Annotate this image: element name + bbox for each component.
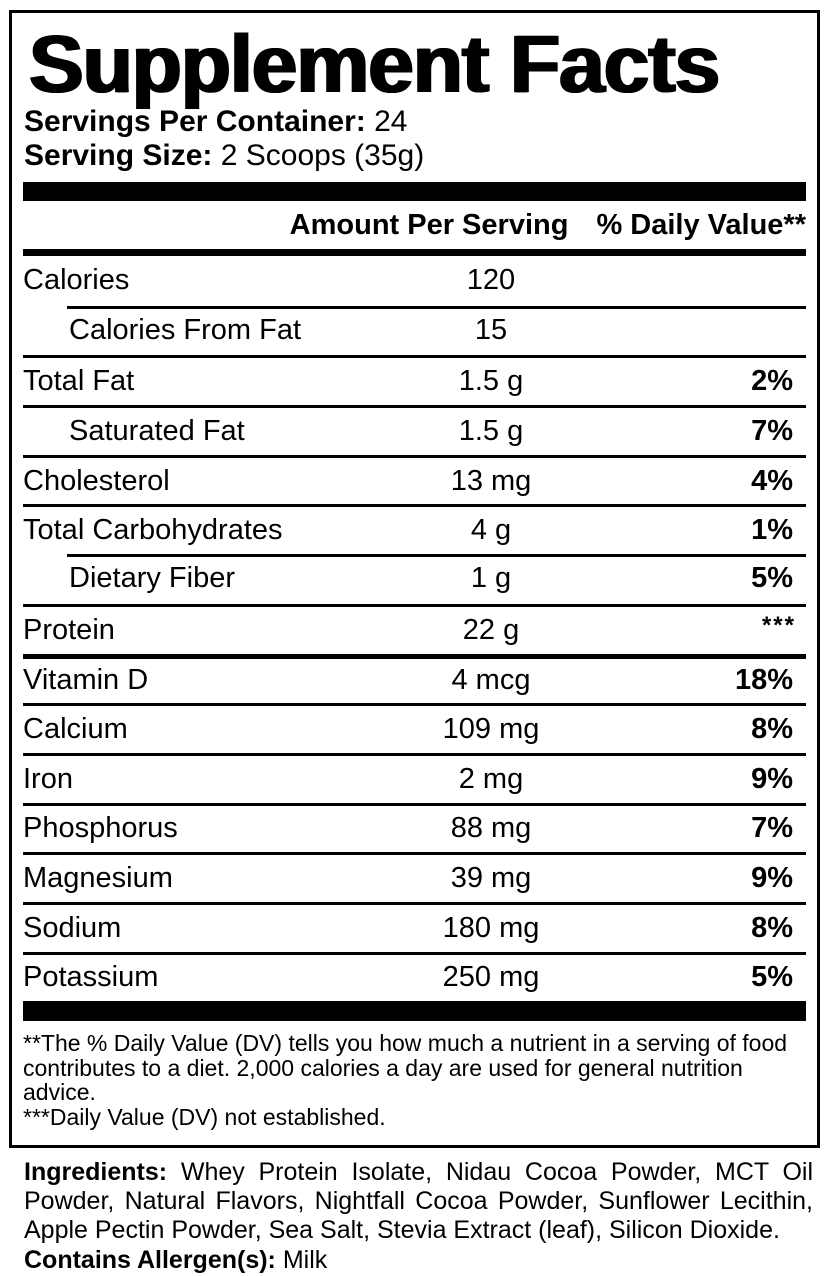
nutrient-row-potassium: Potassium 250 mg 5% <box>23 951 806 1002</box>
nutrient-row-total-fat: Total Fat 1.5 g 2% <box>23 355 806 405</box>
nutrient-daily-value: 7% <box>751 414 793 447</box>
nutrient-amount: 250 mg <box>442 961 540 994</box>
nutrient-name: Calories From Fat <box>69 314 302 347</box>
servings-per-container-label: Servings Per Container: <box>24 105 366 138</box>
ingredients-label: Ingredients: <box>24 1158 168 1186</box>
nutrient-row-calories-from-fat: Calories From Fat 15 <box>23 305 806 356</box>
nutrient-daily-value: *** <box>761 611 796 639</box>
servings-per-container: Servings Per Container: 24 <box>24 105 806 139</box>
nutrient-daily-value: 4% <box>751 464 793 497</box>
ingredients-section: Ingredients: Whey Protein Isolate, Nidau… <box>24 1158 813 1275</box>
col-header-amount: Amount Per Serving <box>289 209 569 241</box>
nutrient-amount: 13 mg <box>450 464 532 497</box>
nutrient-daily-value: 9% <box>751 762 793 795</box>
nutrient-daily-value: 1% <box>751 514 793 547</box>
nutrient-daily-value: 8% <box>751 713 793 746</box>
serving-size-label: Serving Size: <box>24 139 213 172</box>
nutrient-row-magnesium: Magnesium 39 mg 9% <box>23 852 806 902</box>
nutrient-name: Sodium <box>23 911 122 944</box>
allergens-label: Contains Allergen(s): <box>24 1246 276 1274</box>
nutrient-name: Protein <box>23 613 115 646</box>
nutrient-daily-value: 5% <box>751 961 793 994</box>
nutrient-name: Vitamin D <box>23 664 149 697</box>
nutrient-amount: 109 mg <box>442 713 540 746</box>
nutrient-amount: 1 g <box>470 562 512 595</box>
servings-per-container-value: 24 <box>374 105 408 138</box>
nutrient-amount: 88 mg <box>450 812 532 845</box>
nutrient-daily-value: 2% <box>751 365 793 398</box>
nutrient-name: Saturated Fat <box>69 414 245 447</box>
nutrient-amount: 120 <box>466 264 516 297</box>
nutrient-amount: 4 mcg <box>451 664 531 697</box>
nutrient-row-protein: Protein 22 g *** <box>23 603 806 654</box>
nutrient-name: Phosphorus <box>23 812 178 845</box>
nutrient-amount: 1.5 g <box>458 365 524 398</box>
nutrient-amount: 4 g <box>470 514 512 547</box>
nutrient-amount: 1.5 g <box>458 414 524 447</box>
nutrient-row-calcium: Calcium 109 mg 8% <box>23 703 806 753</box>
nutrient-name: Dietary Fiber <box>69 562 235 595</box>
nutrient-row-cholesterol: Cholesterol 13 mg 4% <box>23 454 806 505</box>
allergens-line: Contains Allergen(s): Milk <box>24 1246 813 1275</box>
nutrient-row-sodium: Sodium 180 mg 8% <box>23 901 806 952</box>
nutrient-name: Cholesterol <box>23 464 170 497</box>
nutrient-row-calories: Calories 120 <box>23 256 806 306</box>
nutrient-row-phosphorus: Phosphorus 88 mg 7% <box>23 802 806 853</box>
nutrient-name: Magnesium <box>23 862 173 895</box>
ingredients-paragraph: Ingredients: Whey Protein Isolate, Nidau… <box>24 1158 813 1245</box>
nutrient-name: Calories <box>23 264 130 297</box>
serving-size: Serving Size: 2 Scoops (35g) <box>24 139 806 173</box>
nutrient-row-iron: Iron 2 mg 9% <box>23 752 806 803</box>
nutrient-amount: 15 <box>474 314 508 347</box>
nutrient-amount: 180 mg <box>442 911 540 944</box>
supplement-facts-panel: Supplement Facts Servings Per Container:… <box>9 10 820 1148</box>
nutrient-daily-value: 18% <box>734 664 793 697</box>
nutrient-name: Calcium <box>23 713 128 746</box>
nutrient-row-vitamin-d: Vitamin D 4 mcg 18% <box>23 653 806 704</box>
nutrient-amount: 2 mg <box>458 762 524 795</box>
table-header: Amount Per Serving % Daily Value** <box>23 201 806 249</box>
nutrient-table: Calories 120 Calories From Fat 15 Total … <box>23 256 806 1001</box>
nutrient-daily-value: 7% <box>751 812 793 845</box>
footnotes: **The % Daily Value (DV) tells you how m… <box>23 1031 806 1129</box>
nutrient-row-dietary-fiber: Dietary Fiber 1 g 5% <box>23 554 806 604</box>
nutrient-daily-value: 8% <box>751 911 793 944</box>
divider-bar-bottom <box>23 1001 806 1022</box>
divider-bar-top <box>23 182 806 201</box>
allergens-value: Milk <box>282 1246 328 1274</box>
nutrient-row-saturated-fat: Saturated Fat 1.5 g 7% <box>23 405 806 455</box>
nutrient-row-total-carbohydrates: Total Carbohydrates 4 g 1% <box>23 504 806 554</box>
panel-title: Supplement Facts <box>29 19 720 110</box>
nutrient-name: Iron <box>23 762 73 795</box>
footnote-daily-value: **The % Daily Value (DV) tells you how m… <box>23 1030 788 1106</box>
col-header-daily-value: % Daily Value** <box>596 209 806 241</box>
nutrient-daily-value: 5% <box>751 562 793 595</box>
nutrient-name: Total Carbohydrates <box>23 514 283 547</box>
divider-bar-header <box>23 249 806 256</box>
nutrient-name: Potassium <box>23 961 159 994</box>
ingredients-text: Whey Protein Isolate, Nidau Cocoa Powder… <box>24 1158 813 1244</box>
nutrient-amount: 22 g <box>462 613 520 646</box>
footnote-not-established: ***Daily Value (DV) not established. <box>23 1103 386 1130</box>
nutrient-name: Total Fat <box>23 365 135 398</box>
serving-size-value: 2 Scoops (35g) <box>220 139 425 172</box>
nutrient-amount: 39 mg <box>450 862 532 895</box>
nutrient-daily-value: 9% <box>751 862 793 895</box>
